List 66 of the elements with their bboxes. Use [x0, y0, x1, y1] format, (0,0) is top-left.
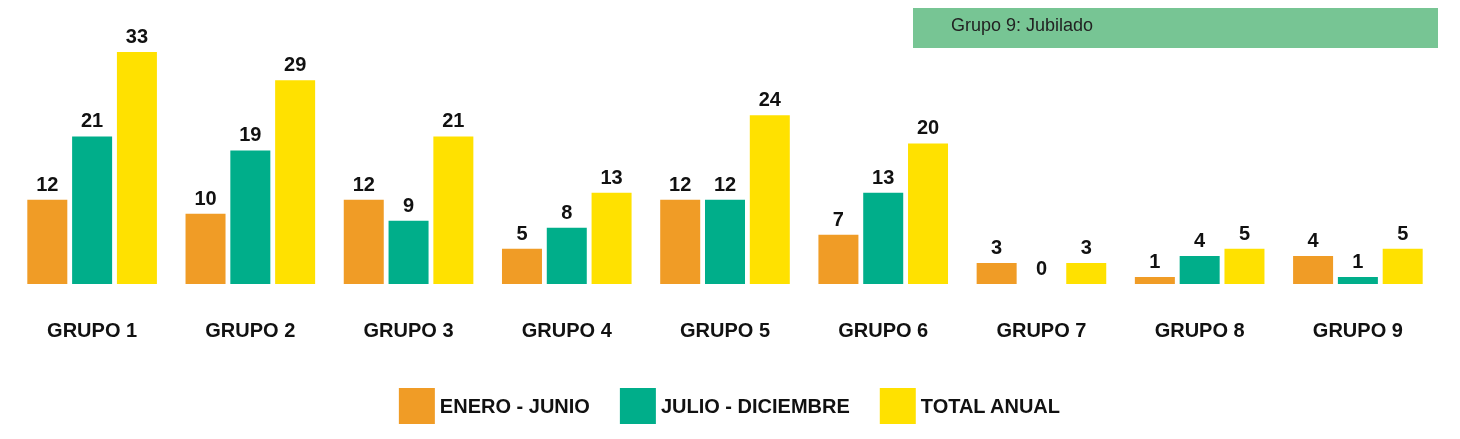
data-label: 3: [991, 235, 1003, 258]
data-label: 12: [713, 172, 737, 195]
legend-label: TOTAL ANUAL: [920, 395, 1061, 417]
x-tick-label: GRUPO 7: [996, 319, 1087, 341]
data-label: 3: [1080, 235, 1092, 258]
data-label: 7: [832, 207, 844, 230]
bar: [1337, 276, 1378, 284]
data-label: 1: [1149, 249, 1161, 272]
x-tick-label: GRUPO 9: [1312, 319, 1403, 341]
bar: [27, 199, 68, 284]
data-label: 20: [916, 116, 940, 139]
legend-label: JULIO - DICIEMBRE: [660, 395, 850, 417]
data-label: 8: [561, 200, 573, 223]
data-label: 1: [1352, 249, 1364, 272]
x-tick-label: GRUPO 1: [47, 319, 138, 341]
data-label: 5: [1238, 221, 1251, 244]
bar: [1224, 248, 1265, 284]
bar: [591, 192, 632, 284]
data-label: 13: [872, 165, 895, 188]
data-label: 0: [1035, 257, 1048, 279]
x-tick-label: GRUPO 3: [363, 319, 454, 341]
data-label: 21: [80, 109, 104, 132]
bar: [818, 234, 859, 284]
data-label: 21: [442, 109, 465, 132]
legend-label: ENERO - JUNIO: [439, 395, 590, 417]
bar: [116, 52, 157, 284]
bar: [908, 143, 949, 284]
data-label: 5: [1397, 221, 1409, 244]
bar: [185, 213, 226, 284]
bar: [275, 80, 316, 284]
x-tick-label: GRUPO 2: [205, 319, 296, 341]
x-tick-label: GRUPO 5: [679, 319, 771, 341]
data-label: 4: [1194, 228, 1207, 251]
data-label: 24: [758, 88, 782, 111]
bar: [1293, 255, 1334, 284]
bar: [660, 199, 701, 284]
data-label: 12: [352, 172, 375, 195]
bar: [749, 115, 790, 284]
bar: [501, 248, 542, 284]
data-label: 19: [239, 123, 262, 146]
bar: [433, 136, 474, 284]
data-label: 9: [402, 193, 415, 216]
bar: [863, 192, 904, 284]
bar: [388, 220, 429, 284]
bar: [546, 227, 587, 284]
bar: [1179, 255, 1220, 284]
bar: [72, 136, 113, 284]
bar: [976, 262, 1017, 284]
data-label: 12: [36, 172, 59, 195]
bar: [705, 199, 745, 284]
data-label: 33: [125, 25, 149, 48]
data-label: 12: [669, 172, 692, 195]
bar: [343, 199, 384, 284]
bar: [1382, 248, 1423, 284]
x-tick-label: GRUPO 4: [521, 319, 613, 341]
data-label: 29: [284, 53, 307, 76]
text: Grupo 9: Jubilado: [951, 15, 1094, 35]
bar: [1066, 262, 1107, 284]
bar: [1134, 276, 1175, 284]
data-label: 4: [1307, 228, 1320, 251]
data-label: 10: [194, 186, 217, 209]
x-tick-label: GRUPO 8: [1154, 319, 1245, 341]
data-label: 5: [516, 221, 528, 244]
bar: [230, 150, 271, 284]
x-tick-label: GRUPO 6: [838, 319, 929, 341]
data-label: 13: [600, 165, 623, 188]
